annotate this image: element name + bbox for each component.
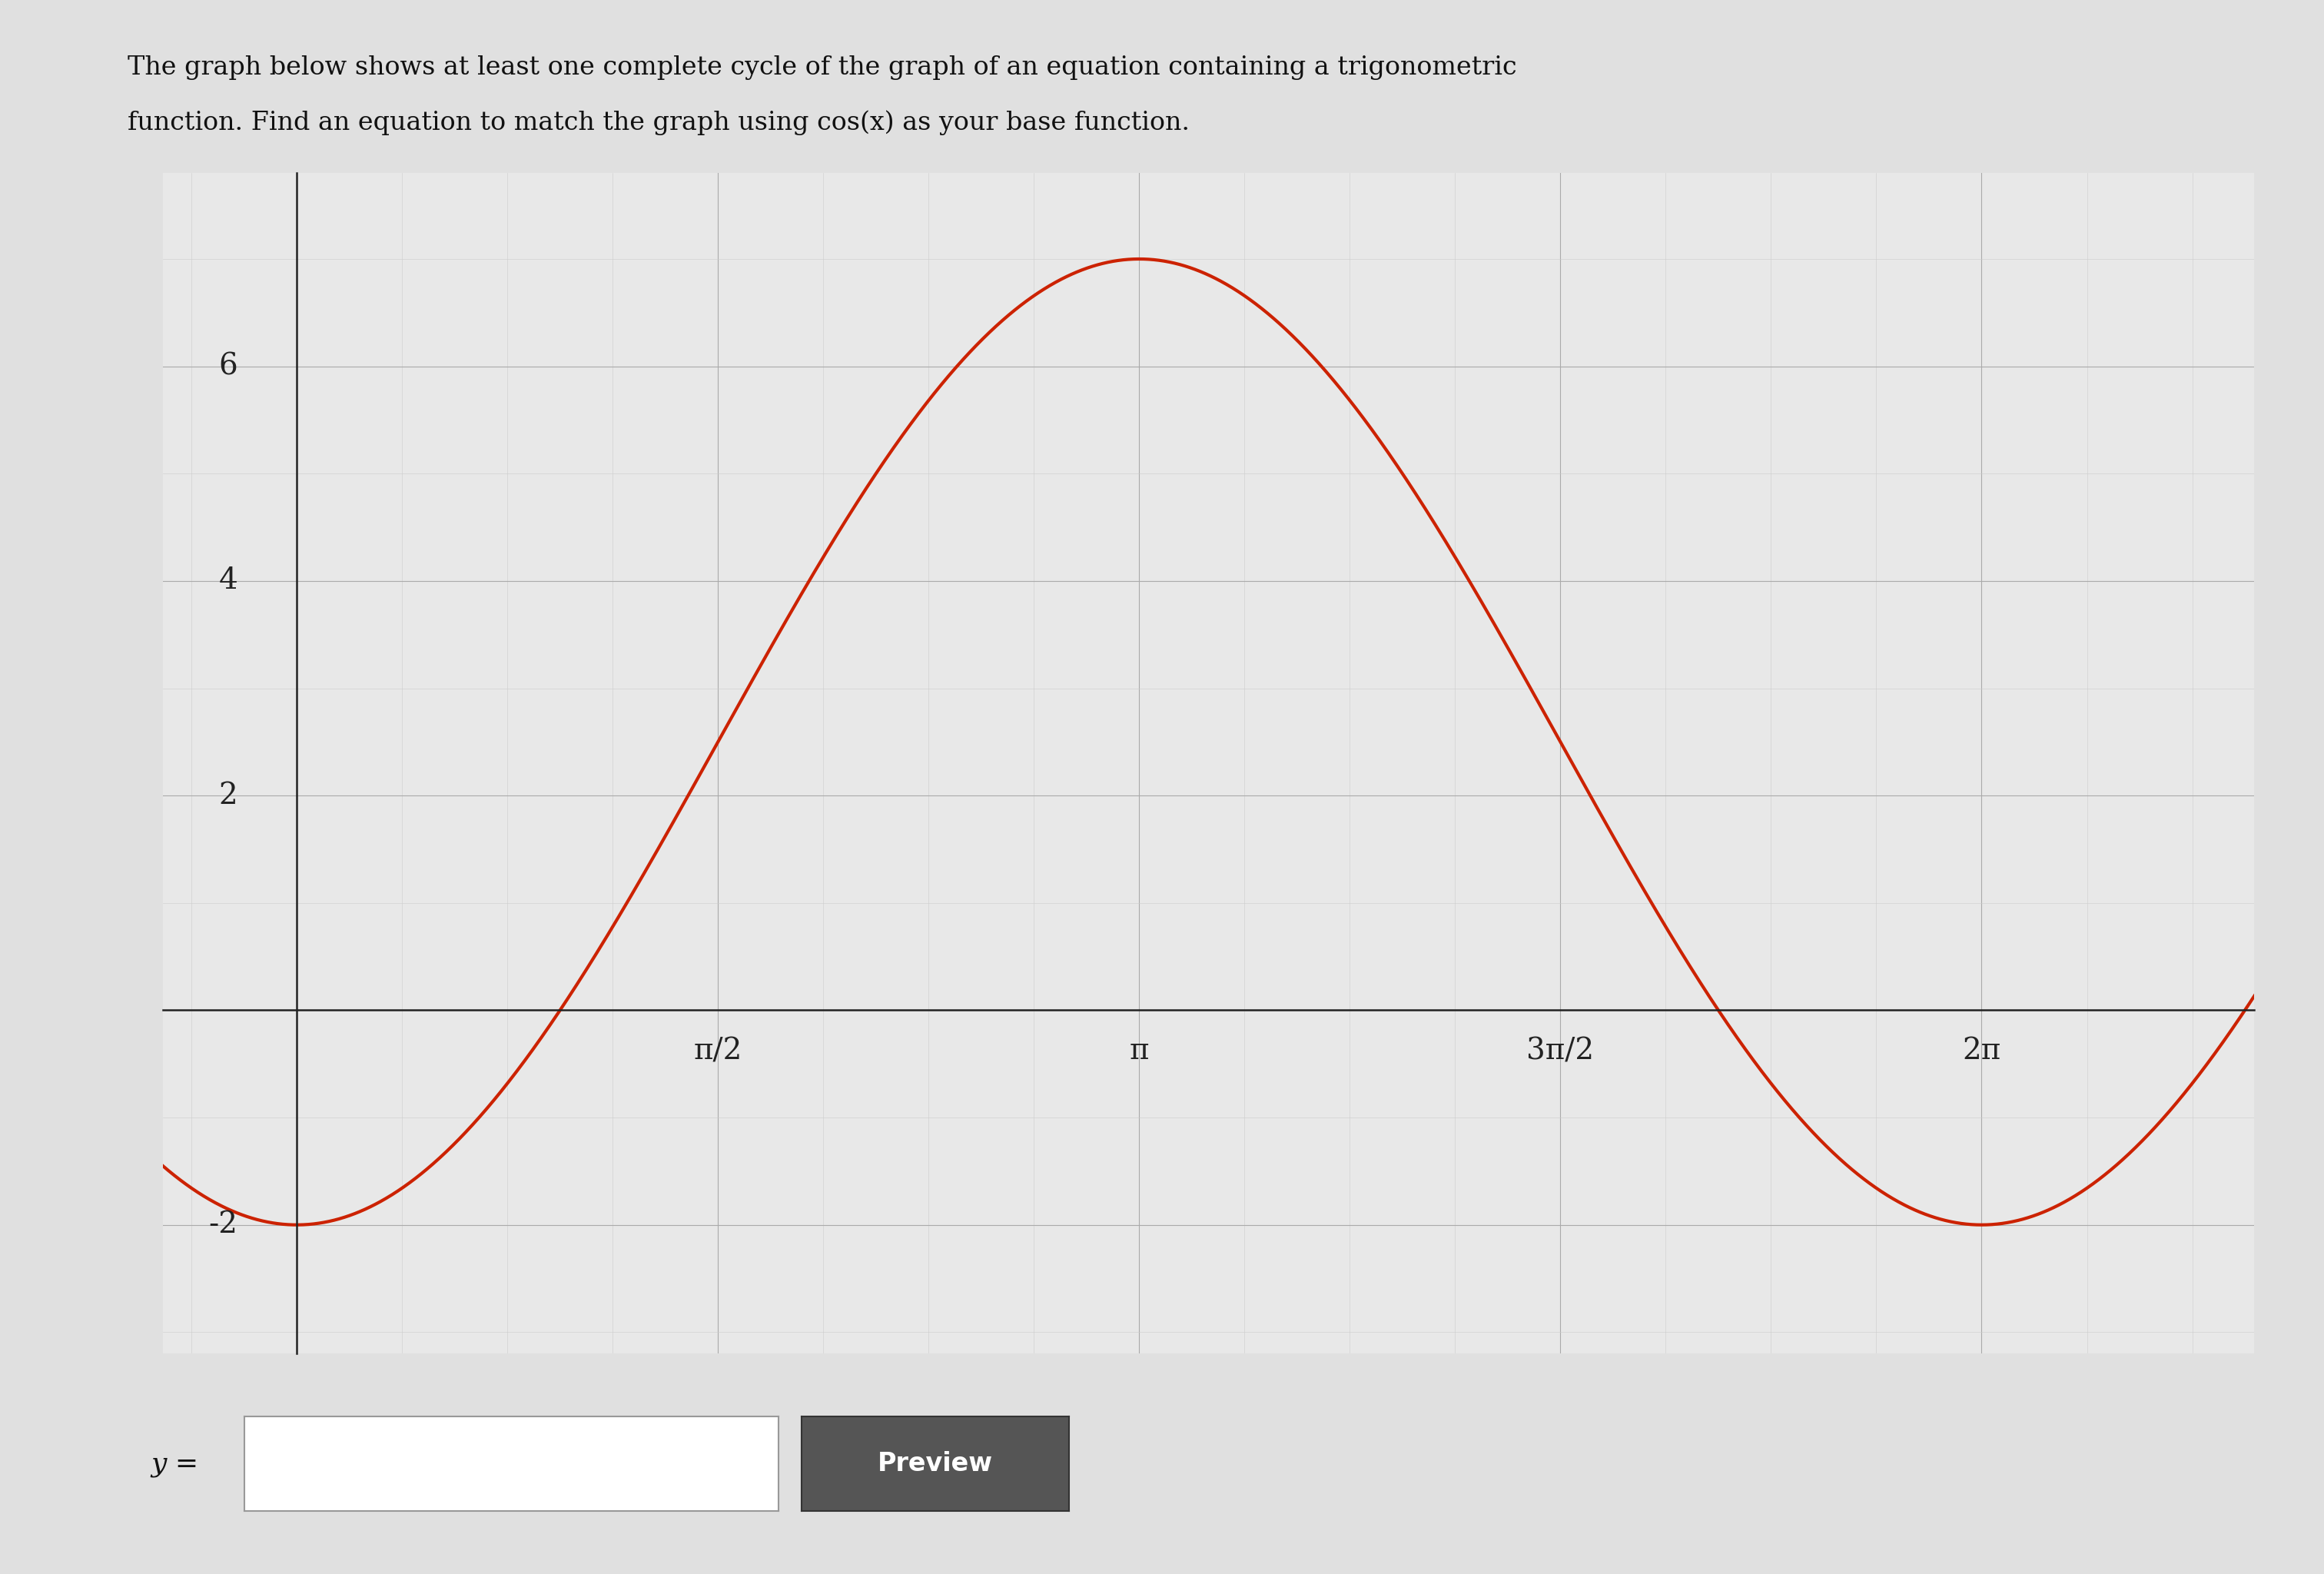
Text: 4: 4 <box>218 567 237 595</box>
Text: y =: y = <box>151 1451 200 1476</box>
Text: 2π: 2π <box>1961 1037 2001 1066</box>
Text: 2: 2 <box>218 781 237 809</box>
Text: π/2: π/2 <box>693 1037 741 1066</box>
Text: π: π <box>1129 1037 1148 1066</box>
Text: The graph below shows at least one complete cycle of the graph of an equation co: The graph below shows at least one compl… <box>128 55 1518 80</box>
Text: 3π/2: 3π/2 <box>1527 1037 1594 1066</box>
Text: Preview: Preview <box>878 1451 992 1476</box>
Text: 6: 6 <box>218 353 237 381</box>
Text: -2: -2 <box>209 1210 237 1239</box>
Text: function. Find an equation to match the graph using cos(x) as your base function: function. Find an equation to match the … <box>128 110 1190 135</box>
